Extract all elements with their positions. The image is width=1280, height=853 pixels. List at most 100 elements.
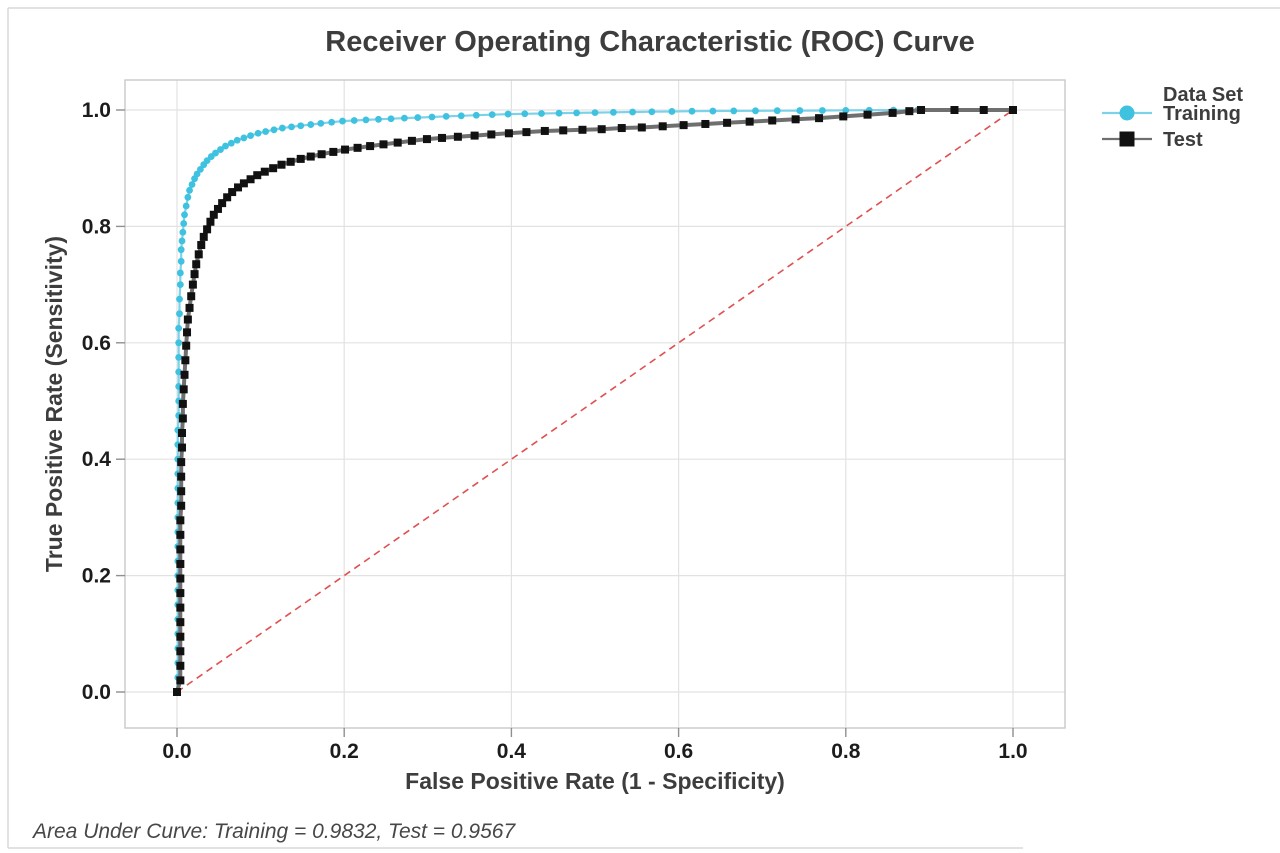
marker-test	[839, 112, 848, 121]
marker-test	[487, 130, 496, 139]
marker-training	[217, 146, 224, 153]
marker-test	[379, 140, 388, 149]
marker-test	[176, 574, 185, 583]
marker-test	[329, 147, 338, 156]
marker-test	[177, 501, 186, 510]
marker-test	[176, 589, 185, 598]
marker-training	[591, 109, 599, 117]
marker-test	[176, 676, 185, 685]
marker-test	[223, 193, 232, 202]
marker-test	[178, 443, 187, 452]
marker-test	[296, 154, 305, 163]
legend-label-test: Test	[1163, 129, 1203, 151]
marker-training	[176, 310, 183, 318]
marker-test	[176, 516, 185, 525]
y-tick-label: 0.6	[82, 332, 111, 355]
marker-test	[679, 121, 688, 130]
marker-test	[353, 143, 362, 152]
marker-training	[796, 107, 804, 114]
marker-test	[540, 126, 549, 135]
marker-test	[453, 132, 462, 141]
chart-title: Receiver Operating Characteristic (ROC) …	[325, 26, 975, 58]
marker-test	[745, 117, 754, 126]
marker-test	[979, 106, 988, 114]
marker-test	[269, 164, 278, 173]
x-tick-label: 0.2	[330, 740, 359, 763]
marker-training	[773, 107, 781, 115]
marker-training	[288, 123, 295, 131]
marker-test	[701, 119, 710, 128]
plot-frame	[124, 79, 1066, 729]
marker-test	[176, 618, 185, 627]
marker-test	[438, 133, 447, 142]
training-marker-icon	[1119, 105, 1135, 121]
marker-test	[306, 152, 315, 161]
x-tick-label: 1.0	[998, 740, 1027, 763]
marker-training	[414, 114, 422, 121]
marker-training	[177, 257, 185, 265]
marker-training	[212, 149, 219, 157]
marker-training	[182, 202, 190, 210]
marker-test	[178, 429, 187, 438]
marker-test	[470, 131, 479, 140]
marker-test	[183, 328, 192, 337]
x-tick-label: 0.4	[497, 740, 527, 763]
marker-test	[181, 356, 190, 365]
marker-test	[522, 128, 531, 137]
marker-test	[917, 106, 926, 114]
marker-training	[555, 109, 563, 117]
marker-training	[254, 129, 262, 137]
legend: Data Set Training Test	[1102, 84, 1243, 151]
marker-training	[339, 117, 346, 125]
marker-training	[188, 181, 196, 188]
marker-training	[609, 108, 617, 116]
marker-training	[175, 324, 183, 332]
marker-test	[213, 204, 222, 213]
marker-training	[317, 119, 325, 127]
marker-training	[752, 107, 759, 115]
marker-training	[688, 107, 696, 115]
marker-training	[233, 136, 241, 144]
marker-test	[617, 124, 626, 133]
marker-test	[422, 135, 431, 144]
legend-label-training: Training	[1163, 103, 1241, 125]
legend-item-test: Test	[1102, 129, 1203, 151]
marker-test	[317, 150, 326, 159]
marker-test	[504, 129, 513, 138]
marker-test	[176, 661, 185, 670]
marker-training	[178, 237, 186, 245]
marker-test	[176, 632, 185, 641]
marker-test	[559, 126, 568, 135]
y-tick-label: 1.0	[82, 99, 111, 122]
test-marker-icon	[1119, 131, 1135, 147]
marker-training	[648, 108, 656, 116]
marker-test	[176, 545, 185, 554]
marker-test	[185, 303, 194, 312]
y-tick-label: 0.2	[82, 565, 111, 588]
marker-test	[407, 136, 416, 145]
marker-training	[428, 113, 436, 121]
marker-training	[668, 108, 676, 115]
marker-test	[173, 688, 181, 696]
x-tick-label: 0.6	[664, 740, 693, 763]
marker-test	[286, 157, 295, 166]
marker-training	[842, 106, 850, 114]
marker-training	[521, 110, 529, 118]
marker-training	[818, 107, 826, 114]
marker-training	[504, 110, 512, 118]
marker-training	[270, 126, 278, 134]
marker-test	[188, 280, 197, 289]
marker-training	[227, 139, 235, 147]
marker-test	[176, 603, 185, 612]
marker-training	[488, 111, 496, 119]
marker-test	[194, 250, 203, 259]
marker-training	[278, 124, 286, 132]
legend-item-training: Training	[1102, 103, 1241, 125]
marker-test	[180, 370, 189, 379]
marker-training	[177, 246, 185, 254]
marker-test	[179, 385, 188, 394]
marker-test	[176, 559, 185, 568]
marker-training	[730, 107, 738, 115]
marker-test	[206, 217, 215, 226]
